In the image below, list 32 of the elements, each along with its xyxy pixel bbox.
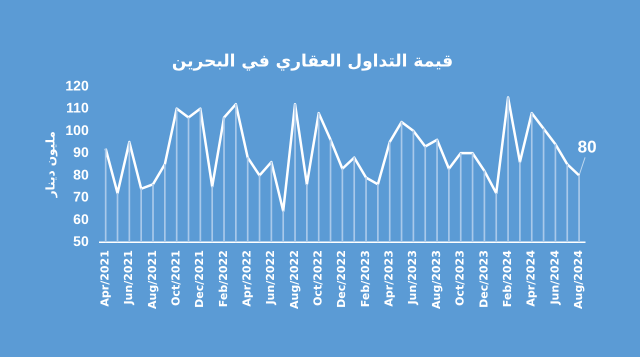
x-tick-label: Apr/2023 xyxy=(382,250,396,307)
x-tick-label: Aug/2021 xyxy=(146,250,159,310)
y-tick-label: 80 xyxy=(73,166,89,182)
x-tick-label: Oct/2022 xyxy=(312,250,325,306)
x-tick-label: Jun/2023 xyxy=(406,250,420,306)
x-tick-label: Apr/2024 xyxy=(524,250,538,307)
x-tick-label: Aug/2022 xyxy=(288,250,301,310)
x-tick-label: Jun/2022 xyxy=(264,250,278,306)
y-tick-label: 50 xyxy=(73,233,89,250)
y-tick-label: 90 xyxy=(73,144,89,160)
x-tick-label: Jun/2024 xyxy=(548,250,562,306)
y-tick-label: 100 xyxy=(65,122,89,138)
y-tick-label: 70 xyxy=(73,188,89,205)
x-tick-label: Apr/2022 xyxy=(240,250,254,307)
x-tick-label: Feb/2022 xyxy=(216,250,230,308)
y-axis-title: مليون دينار xyxy=(43,131,58,198)
annotation: 80 xyxy=(578,138,597,157)
x-tick-label: Jun/2021 xyxy=(122,250,136,306)
x-tick-label: Oct/2021 xyxy=(170,250,183,306)
x-tick-label: Aug/2023 xyxy=(430,250,443,310)
x-tick-label: Feb/2024 xyxy=(500,250,514,308)
x-tick-label: Oct/2023 xyxy=(454,250,467,306)
chart-title: قيمة التداول العقاري في البحرين xyxy=(172,52,454,72)
x-tick-label: Dec/2023 xyxy=(477,250,490,308)
y-tick-label: 120 xyxy=(65,77,89,94)
x-tick-label: Apr/2021 xyxy=(98,250,112,307)
y-tick-label: 60 xyxy=(73,210,89,227)
y-tick-label: 110 xyxy=(66,100,89,116)
x-tick-label: Dec/2021 xyxy=(193,250,206,308)
x-tick-label: Dec/2022 xyxy=(335,250,348,308)
x-tick-label: Aug/2024 xyxy=(572,250,585,310)
x-tick-label: Feb/2023 xyxy=(358,250,372,308)
